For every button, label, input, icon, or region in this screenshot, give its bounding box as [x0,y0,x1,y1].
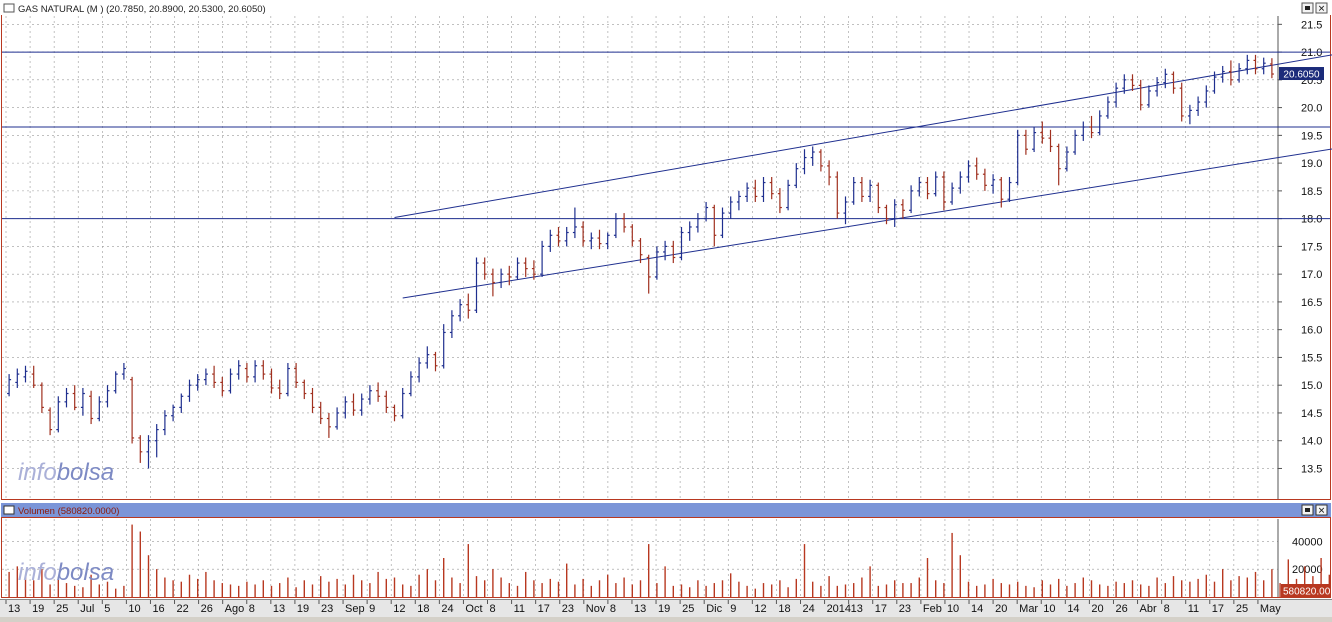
x-tick-label: 17 [1212,603,1224,615]
x-tick-label: 8 [610,603,616,615]
price-y-tick-label: 20.0 [1301,103,1322,115]
x-tick-label: 23 [562,603,574,615]
x-tick-label: 23 [899,603,911,615]
volume-minimize-icon [1305,508,1310,512]
x-tick-label: 11 [1188,603,1199,615]
volume-y-tick-label: 40000 [1292,536,1323,548]
price-y-tick-label: 18.0 [1301,214,1322,226]
x-tick-label: 25 [1236,603,1248,615]
x-tick-label: 11 [514,603,525,615]
price-y-tick-label: 19.0 [1301,158,1322,170]
x-tick-label: 18 [778,603,790,615]
x-tick-label: 13 [851,603,863,615]
price-y-tick-label: 15.0 [1301,380,1322,392]
x-tick-label: Nov [586,603,606,615]
x-tick-label: 23 [321,603,333,615]
price-y-tick-label: 13.5 [1301,463,1322,475]
x-tick-label: Feb [923,603,942,615]
x-tick-label: 8 [490,603,496,615]
x-tick-label: 10 [947,603,959,615]
volume-panel-icon [4,506,14,514]
x-tick-label: Abr [1140,603,1157,615]
x-tick-label: 14 [1067,603,1079,615]
x-tick-label: 8 [1164,603,1170,615]
volume-header-bar [1,503,1331,517]
x-tick-label: 2014 [827,603,851,615]
x-tick-label: 17 [538,603,550,615]
price-y-tick-label: 17.0 [1301,269,1322,281]
x-tick-label: 8 [249,603,255,615]
price-y-tick-label: 16.0 [1301,325,1322,337]
price-watermark: infobolsa [18,459,114,486]
price-panel-title: GAS NATURAL (M ) (20.7850, 20.8900, 20.5… [18,4,266,15]
volume-watermark-text: infobolsa [18,559,114,586]
x-tick-label: 16 [152,603,164,615]
watermark-info: info [18,459,57,486]
volume-watermark-bolsa: bolsa [57,559,114,586]
last-price-label: 20.6050 [1283,70,1320,81]
x-tick-label: Ago [225,603,245,615]
x-tick-label: 22 [177,603,189,615]
x-tick-label: 17 [875,603,887,615]
price-y-tick-label: 18.5 [1301,186,1322,198]
volume-watermark-info: info [18,559,57,586]
x-tick-label: 9 [730,603,736,615]
price-y-tick-label: 15.5 [1301,352,1322,364]
volume-y-tick-label: 20000 [1292,564,1323,576]
x-tick-label: Oct [465,603,482,615]
x-tick-label: 24 [441,603,453,615]
watermark-bolsa: bolsa [57,459,114,486]
last-volume-label: 580820.00 [1283,587,1331,598]
price-y-tick-label: 21.5 [1301,19,1322,31]
x-tick-label: Jul [80,603,94,615]
volume-close-icon: ✕ [1318,506,1326,516]
x-tick-label: 26 [201,603,213,615]
x-tick-label: 13 [273,603,285,615]
x-tick-label: 25 [56,603,68,615]
price-panel-icon [4,4,14,12]
x-tick-label: 10 [1043,603,1055,615]
x-tick-label: 10 [128,603,140,615]
minimize-icon [1305,6,1310,10]
price-y-tick-label: 14.0 [1301,436,1322,448]
x-tick-label: 18 [417,603,429,615]
x-tick-label: 19 [32,603,44,615]
x-tick-label: Mar [1019,603,1038,615]
x-tick-label: 5 [104,603,110,615]
x-tick-label: 12 [754,603,766,615]
x-tick-label: 26 [1115,603,1127,615]
x-tick-label: 9 [369,603,375,615]
x-tick-label: May [1260,603,1281,615]
last-price-tag: 20.6050 [1279,67,1324,81]
close-icon: ✕ [1318,4,1326,14]
price-y-tick-label: 19.5 [1301,130,1322,142]
x-tick-label: 25 [682,603,694,615]
x-tick-label: 12 [393,603,405,615]
x-tick-label: 19 [658,603,670,615]
price-y-tick-label: 16.5 [1301,297,1322,309]
last-volume-tag: 580820.00 [1281,584,1331,598]
x-tick-label: Dic [706,603,722,615]
x-tick-label: 13 [634,603,646,615]
price-watermark-text: infobolsa [18,459,114,486]
x-tick-label: 13 [8,603,20,615]
x-tick-label: 14 [971,603,983,615]
price-y-tick-label: 14.5 [1301,408,1322,420]
volume-panel-title: Volumen (580820.0000) [18,506,119,517]
x-tick-label: 24 [802,603,814,615]
volume-watermark: infobolsa [18,559,114,586]
x-tick-label: 19 [297,603,309,615]
price-y-tick-label: 17.5 [1301,241,1322,253]
x-tick-label: 20 [1091,603,1103,615]
x-tick-label: 20 [995,603,1007,615]
x-tick-label: Sep [345,603,365,615]
